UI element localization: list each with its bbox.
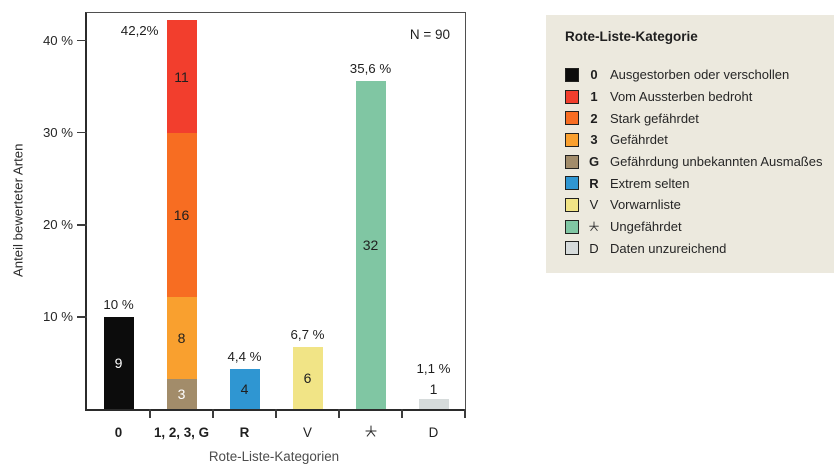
bar-segment-0: [103, 316, 134, 409]
x-tick-mark: [401, 409, 403, 418]
legend-label: Gefährdet: [610, 132, 668, 148]
segment-count: 3: [177, 385, 186, 402]
x-tick-label: [326, 424, 416, 442]
segment-count: 6: [303, 370, 312, 387]
y-tick-mark: [77, 316, 87, 318]
pct-label: 42,2%: [120, 23, 159, 39]
x-tick-mark: [338, 409, 340, 418]
x-tick-label: D: [428, 425, 439, 440]
segment-count: 1: [429, 380, 438, 397]
legend-swatch: [565, 111, 579, 126]
bar-segment-2: [166, 132, 197, 297]
legend-swatch: [565, 241, 579, 256]
pct-label: 10 %: [103, 296, 134, 312]
y-tick-label: 40 %: [42, 32, 73, 48]
legend-swatch: [565, 89, 579, 104]
legend-item: R Extrem selten: [565, 172, 820, 194]
star-symbol-wrap: [588, 221, 600, 233]
legend-swatch: [565, 67, 579, 82]
x-tick-mark: [212, 409, 214, 418]
legend-item: V Vorwarnliste: [565, 194, 820, 216]
bar-segment-1: [166, 20, 197, 133]
y-axis-label: Anteil bewerteter Arten: [10, 143, 26, 277]
segment-count: 11: [174, 68, 189, 85]
bar-segment-D: [418, 398, 449, 409]
legend-item: 1 Vom Aussterben bedroht: [565, 86, 820, 108]
legend-label: Vom Aussterben bedroht: [610, 89, 753, 105]
x-axis-label: Rote-Liste-Kategorien: [208, 449, 340, 464]
legend-item: G Gefährdung unbekannten Ausmaßes: [565, 151, 823, 173]
segment-count: 9: [114, 355, 123, 371]
segment-count: 4: [240, 380, 249, 397]
pct-label: 35,6 %: [349, 61, 392, 77]
segment-count: 16: [173, 206, 190, 223]
legend-label: Gefährdung unbekannten Ausmaßes: [610, 154, 823, 170]
pct-label: 4,4 %: [227, 348, 262, 364]
bar-segment-✶: [355, 81, 386, 409]
legend-label: Ungefährdet: [610, 219, 682, 235]
legend-code: 3: [590, 132, 598, 148]
legend: Rote-Liste-Kategorie 0 Ausgestorben oder …: [546, 15, 834, 273]
legend-label: Ausgestorben oder verschollen: [610, 67, 790, 83]
legend-swatch: [565, 132, 579, 147]
legend-item: 0 Ausgestorben oder verschollen: [565, 64, 820, 86]
segment-count: 32: [362, 237, 379, 254]
legend-code: D: [589, 240, 599, 256]
y-tick-label: 20 %: [42, 216, 73, 232]
legend-item: Ungefährdet: [565, 216, 820, 238]
pct-label: 1,1 %: [416, 360, 451, 376]
y-tick-mark: [77, 39, 87, 42]
legend-label: Stark gefährdet: [610, 110, 699, 126]
legend-items: 0 Ausgestorben oder verschollen 1 Vom Ausst…: [565, 64, 823, 260]
star-symbol: [589, 221, 599, 232]
legend-swatch: [565, 197, 579, 212]
bar-segment-R: [229, 368, 260, 409]
legend-code: [586, 219, 602, 234]
bar-segment-G: [166, 378, 197, 409]
legend-code: V: [589, 197, 599, 213]
bar-segment-3: [166, 296, 197, 379]
bar-segment-V: [292, 347, 323, 409]
legend-swatch: [565, 176, 579, 191]
y-tick-mark: [77, 131, 87, 134]
y-tick-label: 30 %: [42, 124, 73, 140]
plot-area: N = 90 10 % 20 % 30 % 40 % 9 10 % 0 3 8 16 11 42,2%…: [43, 12, 466, 440]
segment-count: 8: [177, 329, 186, 346]
x-tick-label: R: [239, 425, 250, 440]
legend-item: D Daten unzureichend: [565, 238, 820, 260]
legend-label: Vorwarnliste: [610, 197, 681, 213]
legend-swatch: [565, 219, 579, 234]
star-symbol: [364, 425, 377, 437]
legend-item: 3 Gefährdet: [565, 129, 820, 151]
y-tick-label: 10 %: [42, 308, 73, 324]
legend-code: 1: [590, 89, 598, 105]
y-tick-mark: [77, 224, 87, 226]
legend-code: 0: [590, 67, 598, 83]
legend-code: R: [589, 175, 599, 191]
legend-item: 2 Stark gefährdet: [565, 107, 820, 129]
legend-code: G: [588, 154, 600, 170]
n-annotation: N = 90: [409, 27, 450, 42]
x-tick-mark: [464, 409, 466, 418]
legend-swatch: [565, 154, 579, 169]
x-tick-mark: [275, 409, 277, 418]
x-tick-label: 1, 2, 3, G: [153, 425, 210, 440]
x-tick-label: 0: [114, 425, 123, 440]
x-tick-label: V: [303, 425, 312, 440]
star-symbol-wrap: [364, 425, 378, 439]
legend-label: Daten unzureichend: [610, 240, 727, 256]
legend-title: Rote-Liste-Kategorie: [565, 29, 698, 44]
x-tick-mark: [149, 409, 151, 418]
legend-code: 2: [590, 110, 598, 126]
pct-label: 6,7 %: [290, 327, 325, 343]
legend-label: Extrem selten: [610, 175, 690, 191]
